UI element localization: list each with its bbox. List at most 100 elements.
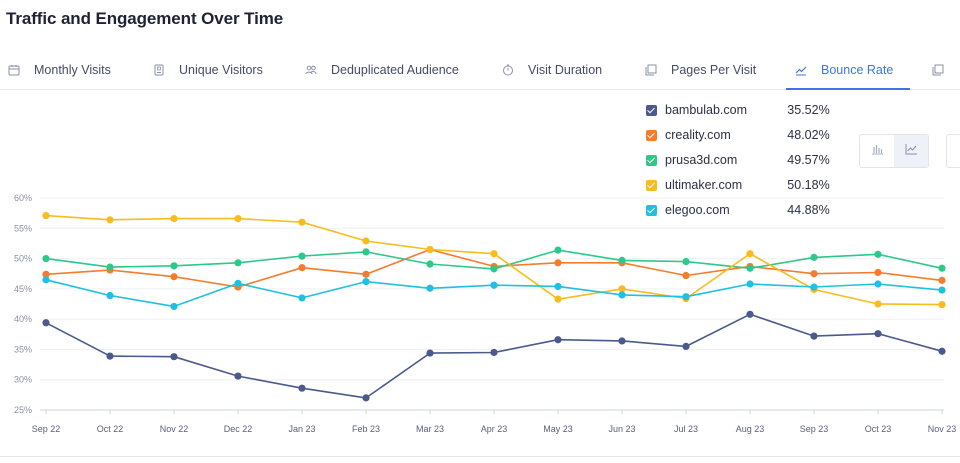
data-point	[554, 246, 562, 254]
chart-type-toggle	[859, 134, 929, 168]
data-point	[42, 276, 50, 284]
data-point	[554, 282, 562, 291]
line-chart-icon	[905, 142, 918, 160]
data-point	[106, 263, 114, 271]
bar-chart-button[interactable]	[860, 135, 894, 167]
data-point	[682, 342, 690, 350]
tab-pages-per-visit[interactable]: Pages Per Visit	[645, 50, 756, 89]
legend-site: creality.com	[665, 128, 731, 142]
legend-value: 48.02%	[787, 128, 830, 142]
data-point	[810, 283, 818, 291]
legend-item-creality[interactable]: creality.com 48.02%	[646, 125, 846, 145]
data-point	[426, 284, 434, 292]
line-chart-button[interactable]	[894, 135, 928, 167]
tab-bounce-rate[interactable]: Bounce Rate	[795, 50, 893, 89]
tab-label: Deduplicated Audience	[331, 62, 459, 77]
checkbox-icon[interactable]	[646, 204, 657, 216]
data-point	[618, 256, 626, 264]
legend-value: 50.18%	[787, 178, 830, 192]
data-point	[42, 270, 50, 278]
data-point	[938, 276, 946, 284]
data-point	[874, 300, 882, 308]
x-tick-label: Sep 23	[800, 424, 829, 434]
trend-icon	[795, 64, 807, 76]
data-point	[170, 214, 178, 223]
data-point	[426, 260, 434, 268]
legend-item-ultimaker[interactable]: ultimaker.com 50.18%	[646, 175, 846, 195]
data-point	[362, 270, 370, 278]
data-point	[938, 264, 946, 272]
tab-label: Visit Duration	[528, 62, 603, 77]
data-point	[298, 384, 306, 392]
calendar-icon	[8, 64, 20, 76]
legend-site: bambulab.com	[665, 103, 747, 117]
data-point	[810, 253, 818, 261]
legend-item-elegoo[interactable]: elegoo.com 44.88%	[646, 200, 846, 220]
checkbox-icon[interactable]	[646, 179, 657, 191]
tab-monthly-visits[interactable]: Monthly Visits	[8, 50, 111, 89]
data-point	[618, 285, 626, 293]
y-tick-label: 40%	[14, 314, 32, 324]
divider	[0, 456, 960, 457]
data-point	[170, 273, 178, 281]
tab-unique-visitors[interactable]: Unique Visitors	[153, 50, 263, 89]
data-point	[234, 372, 242, 380]
tab-label: Monthly Visits	[34, 62, 111, 77]
x-tick-label: Jul 23	[674, 424, 698, 434]
checkbox-icon[interactable]	[646, 129, 657, 141]
data-point	[554, 336, 562, 344]
tab-label: Pages Per Visit	[671, 62, 757, 77]
data-point	[298, 294, 306, 302]
tab-visit-duration[interactable]: Visit Duration	[502, 50, 602, 89]
series-line-3	[45, 214, 943, 306]
x-tick-label: Jun 23	[608, 424, 635, 434]
legend-item-bambulab[interactable]: bambulab.com 35.52%	[646, 100, 846, 120]
data-point	[170, 302, 178, 311]
data-point	[490, 281, 498, 289]
data-point	[42, 319, 50, 327]
data-point	[746, 264, 754, 272]
data-point	[554, 259, 562, 267]
data-point	[682, 258, 690, 266]
data-point	[810, 270, 818, 278]
data-point	[810, 332, 818, 340]
y-tick-label: 30%	[14, 375, 32, 385]
x-tick-label: Dec 22	[224, 424, 253, 434]
x-tick-label: Apr 23	[481, 424, 508, 434]
tab-label: Bounce Rate	[821, 62, 894, 77]
data-point	[234, 214, 242, 223]
legend-value: 35.52%	[787, 103, 830, 117]
legend-item-prusa3d[interactable]: prusa3d.com 49.57%	[646, 150, 846, 170]
tab-deduplicated-audience[interactable]: Deduplicated Audience	[305, 50, 459, 89]
export-button[interactable]	[946, 134, 960, 168]
data-point	[554, 295, 562, 303]
bar-chart-icon	[871, 142, 884, 160]
x-tick-label: Oct 22	[97, 424, 124, 434]
data-point	[618, 337, 626, 345]
data-point	[42, 211, 50, 220]
data-point	[746, 280, 754, 288]
data-point	[746, 310, 754, 318]
data-point	[362, 248, 370, 256]
data-point	[106, 291, 114, 300]
x-tick-label: Jan 23	[288, 424, 315, 434]
legend-site: elegoo.com	[665, 203, 730, 217]
x-tick-label: Aug 23	[736, 424, 765, 434]
clock-icon	[502, 64, 514, 76]
tab-more[interactable]	[932, 50, 958, 89]
data-point	[938, 347, 946, 355]
data-point	[42, 254, 50, 263]
data-point	[682, 293, 690, 301]
checkbox-icon[interactable]	[646, 154, 657, 166]
x-tick-label: Nov 23	[928, 424, 957, 434]
y-tick-label: 50%	[14, 254, 32, 264]
data-point	[618, 291, 626, 299]
checkbox-icon[interactable]	[646, 104, 657, 116]
y-tick-label: 45%	[14, 284, 32, 294]
people-icon	[305, 64, 317, 76]
data-point	[682, 271, 690, 280]
data-point	[234, 259, 242, 267]
legend-value: 44.88%	[787, 203, 830, 217]
data-point	[874, 280, 882, 288]
x-tick-label: Feb 23	[352, 424, 380, 434]
